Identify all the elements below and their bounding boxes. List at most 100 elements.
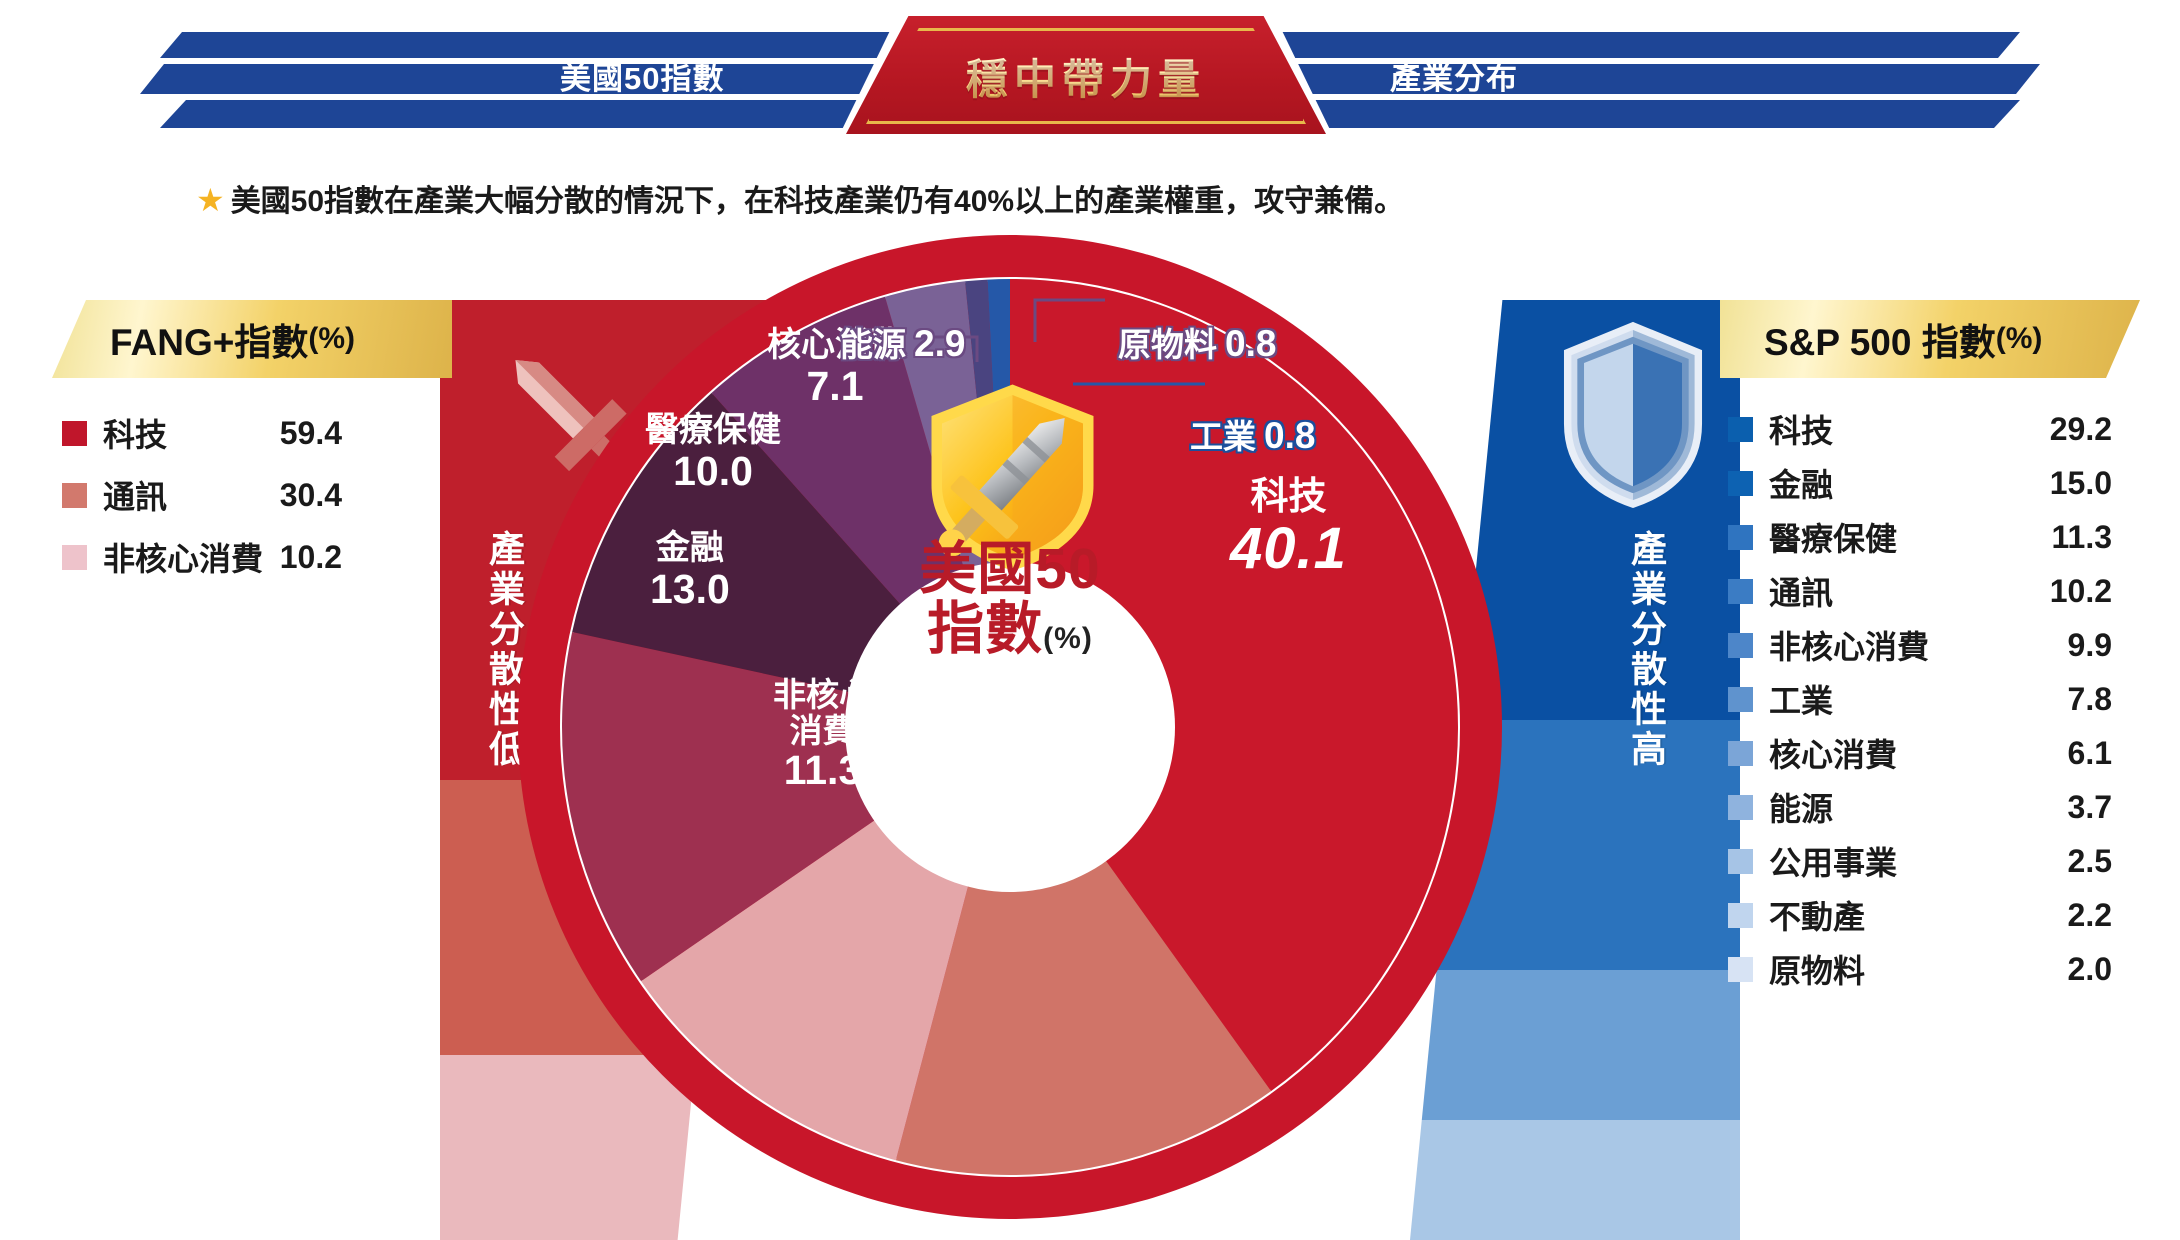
slice-label-health: 醫療保健 10.0 (645, 412, 781, 493)
legend-row: 原物料 2.0 (1720, 942, 2140, 996)
legend-value: 7.8 (2067, 680, 2112, 717)
legend-row: 通訊 30.4 (52, 464, 452, 526)
sp500-legend-title-text: S&P 500 指數 (1764, 322, 1996, 363)
legend-value: 30.4 (279, 476, 342, 513)
legend-swatch (1728, 686, 1753, 712)
legend-swatch (62, 544, 87, 570)
sp500-legend-rows: 科技 29.2 金融 15.0 醫療保健 11.3 通訊 10.2 非核心消費 9.9 工業 7.8 核… (1720, 402, 2140, 996)
slice-label-staples: 核心消費 7.1 (767, 327, 903, 408)
fang-legend-rows: 科技 59.4 通訊 30.4 非核心消費 10.2 (52, 402, 452, 588)
legend-swatch (1728, 794, 1753, 820)
slice-label-health-value: 10.0 (673, 447, 753, 494)
legend-label: 非核心消費 (1769, 629, 1930, 665)
right-vertical-label: 產業分散性高 (1626, 530, 1667, 770)
sp500-legend-title: S&P 500 指數 (%) (1720, 300, 2140, 378)
header-left-label: 美國50指數 (560, 61, 725, 96)
legend-label: 科技 (1769, 413, 1834, 449)
header-title-badge: 穩中帶力量 (836, 8, 1336, 142)
legend-label: 能源 (1769, 791, 1834, 827)
fang-legend-panel: FANG+指數 (%) 科技 59.4 通訊 30.4 非核心消費 10.2 (52, 300, 452, 588)
slice-label-comm: 通訊 14.0 (960, 727, 1040, 808)
legend-row: 通訊 10.2 (1720, 564, 2140, 618)
legend-value: 9.9 (2067, 626, 2112, 663)
header-banner: 美國50指數 產業分布 穩中帶力量 (0, 8, 2180, 142)
slice-label-comm-value: 14.0 (960, 762, 1040, 809)
slice-label-financial-value: 13.0 (650, 565, 730, 612)
chart-center-label: 美國50 指數(%) (845, 539, 1175, 661)
legend-row: 醫療保健 11.3 (1720, 510, 2140, 564)
legend-label: 非核心消費 (103, 541, 264, 577)
callout-industrials: 工業 0.8 (1190, 410, 1315, 458)
callout-materials: 原物料 0.8 (1118, 318, 1276, 366)
legend-label: 通訊 (103, 479, 168, 515)
us50-pie-chart: 科技 40.1 通訊 14.0 非核心 消費 11.3 金融 13.0 醫療保健… (505, 222, 1515, 1232)
subtitle-text: 美國50指數在產業大幅分散的情況下，在科技產業仍有40%以上的產業權重，攻守兼備… (230, 185, 1405, 218)
subtitle: ★ 美國50指數在產業大幅分散的情況下，在科技產業仍有40%以上的產業權重，攻守兼… (196, 176, 1404, 220)
legend-row: 金融 15.0 (1720, 456, 2140, 510)
callout-leader-lines (913, 298, 1205, 386)
chart-center-line2-wrap: 指數(%) (845, 596, 1175, 661)
legend-label: 核心消費 (1769, 737, 1898, 773)
legend-swatch (1728, 848, 1753, 874)
shield-sword-center-icon (920, 380, 1105, 575)
slice-label-discretionary-name2: 消費 (789, 711, 856, 749)
slice-label-tech-name: 科技 (1250, 476, 1327, 518)
legend-value: 15.0 (2049, 464, 2112, 501)
right-wedge-segment-4 (1410, 1120, 1740, 1240)
chart-center-line2: 指數 (927, 596, 1044, 661)
callout-materials-name: 原物料 (1118, 326, 1217, 363)
chart-center-pct: (%) (1043, 621, 1093, 655)
fang-legend-title-text: FANG+指數 (110, 322, 309, 363)
legend-row: 不動產 2.2 (1720, 888, 2140, 942)
legend-row: 公用事業 2.5 (1720, 834, 2140, 888)
legend-row: 能源 3.7 (1720, 780, 2140, 834)
slice-label-staples-value: 7.1 (806, 362, 864, 409)
badge-body (846, 16, 1326, 134)
legend-label: 科技 (103, 417, 168, 453)
legend-swatch (1728, 578, 1753, 604)
legend-row: 非核心消費 9.9 (1720, 618, 2140, 672)
legend-value: 10.2 (279, 538, 342, 575)
callout-energy-name: 能源 (840, 326, 906, 363)
callout-energy-value: 2.9 (914, 323, 966, 364)
legend-label: 醫療保健 (1769, 521, 1898, 557)
chart-center-hole (845, 562, 1175, 892)
legend-row: 科技 59.4 (52, 402, 452, 464)
slice-label-health-name: 醫療保健 (645, 411, 781, 449)
shield-icon (1563, 321, 1703, 508)
pie-svg (518, 235, 1502, 1219)
slice-label-tech: 科技 40.1 (1230, 476, 1347, 582)
legend-value: 3.7 (2067, 788, 2112, 825)
slice-label-staples-name: 核心消費 (767, 326, 903, 364)
slice-label-discretionary-name: 非核心 (773, 676, 872, 713)
legend-value: 6.1 (2067, 734, 2112, 771)
slice-label-discretionary: 非核心 消費 11.3 (773, 677, 872, 793)
legend-value: 2.0 (2067, 950, 2112, 987)
legend-swatch (1728, 632, 1753, 658)
legend-swatch (62, 420, 87, 446)
callout-industrials-value: 0.8 (1264, 415, 1316, 456)
legend-row: 科技 29.2 (1720, 402, 2140, 456)
slice-label-financial-name: 金融 (655, 529, 724, 567)
legend-value: 2.2 (2067, 896, 2112, 933)
legend-swatch (62, 482, 87, 508)
badge-title-text: 穩中帶力量 (836, 46, 1336, 107)
legend-row: 非核心消費 10.2 (52, 526, 452, 588)
legend-row: 核心消費 6.1 (1720, 726, 2140, 780)
legend-swatch (1728, 902, 1753, 928)
legend-swatch (1728, 416, 1753, 442)
fang-legend-title-pct: (%) (308, 322, 356, 355)
legend-value: 11.3 (2051, 518, 2112, 555)
star-icon: ★ (196, 182, 225, 218)
right-wedge-segment-3 (1410, 970, 1740, 1120)
legend-row: 工業 7.8 (1720, 672, 2140, 726)
callout-industrials-name: 工業 (1190, 418, 1256, 455)
legend-value: 59.4 (279, 414, 342, 451)
legend-value: 10.2 (2049, 572, 2112, 609)
legend-label: 工業 (1769, 683, 1834, 719)
header-right-label: 產業分布 (1390, 61, 1518, 96)
callout-materials-value: 0.8 (1225, 323, 1277, 364)
legend-label: 原物料 (1769, 953, 1866, 989)
slice-label-tech-value: 40.1 (1230, 516, 1347, 582)
